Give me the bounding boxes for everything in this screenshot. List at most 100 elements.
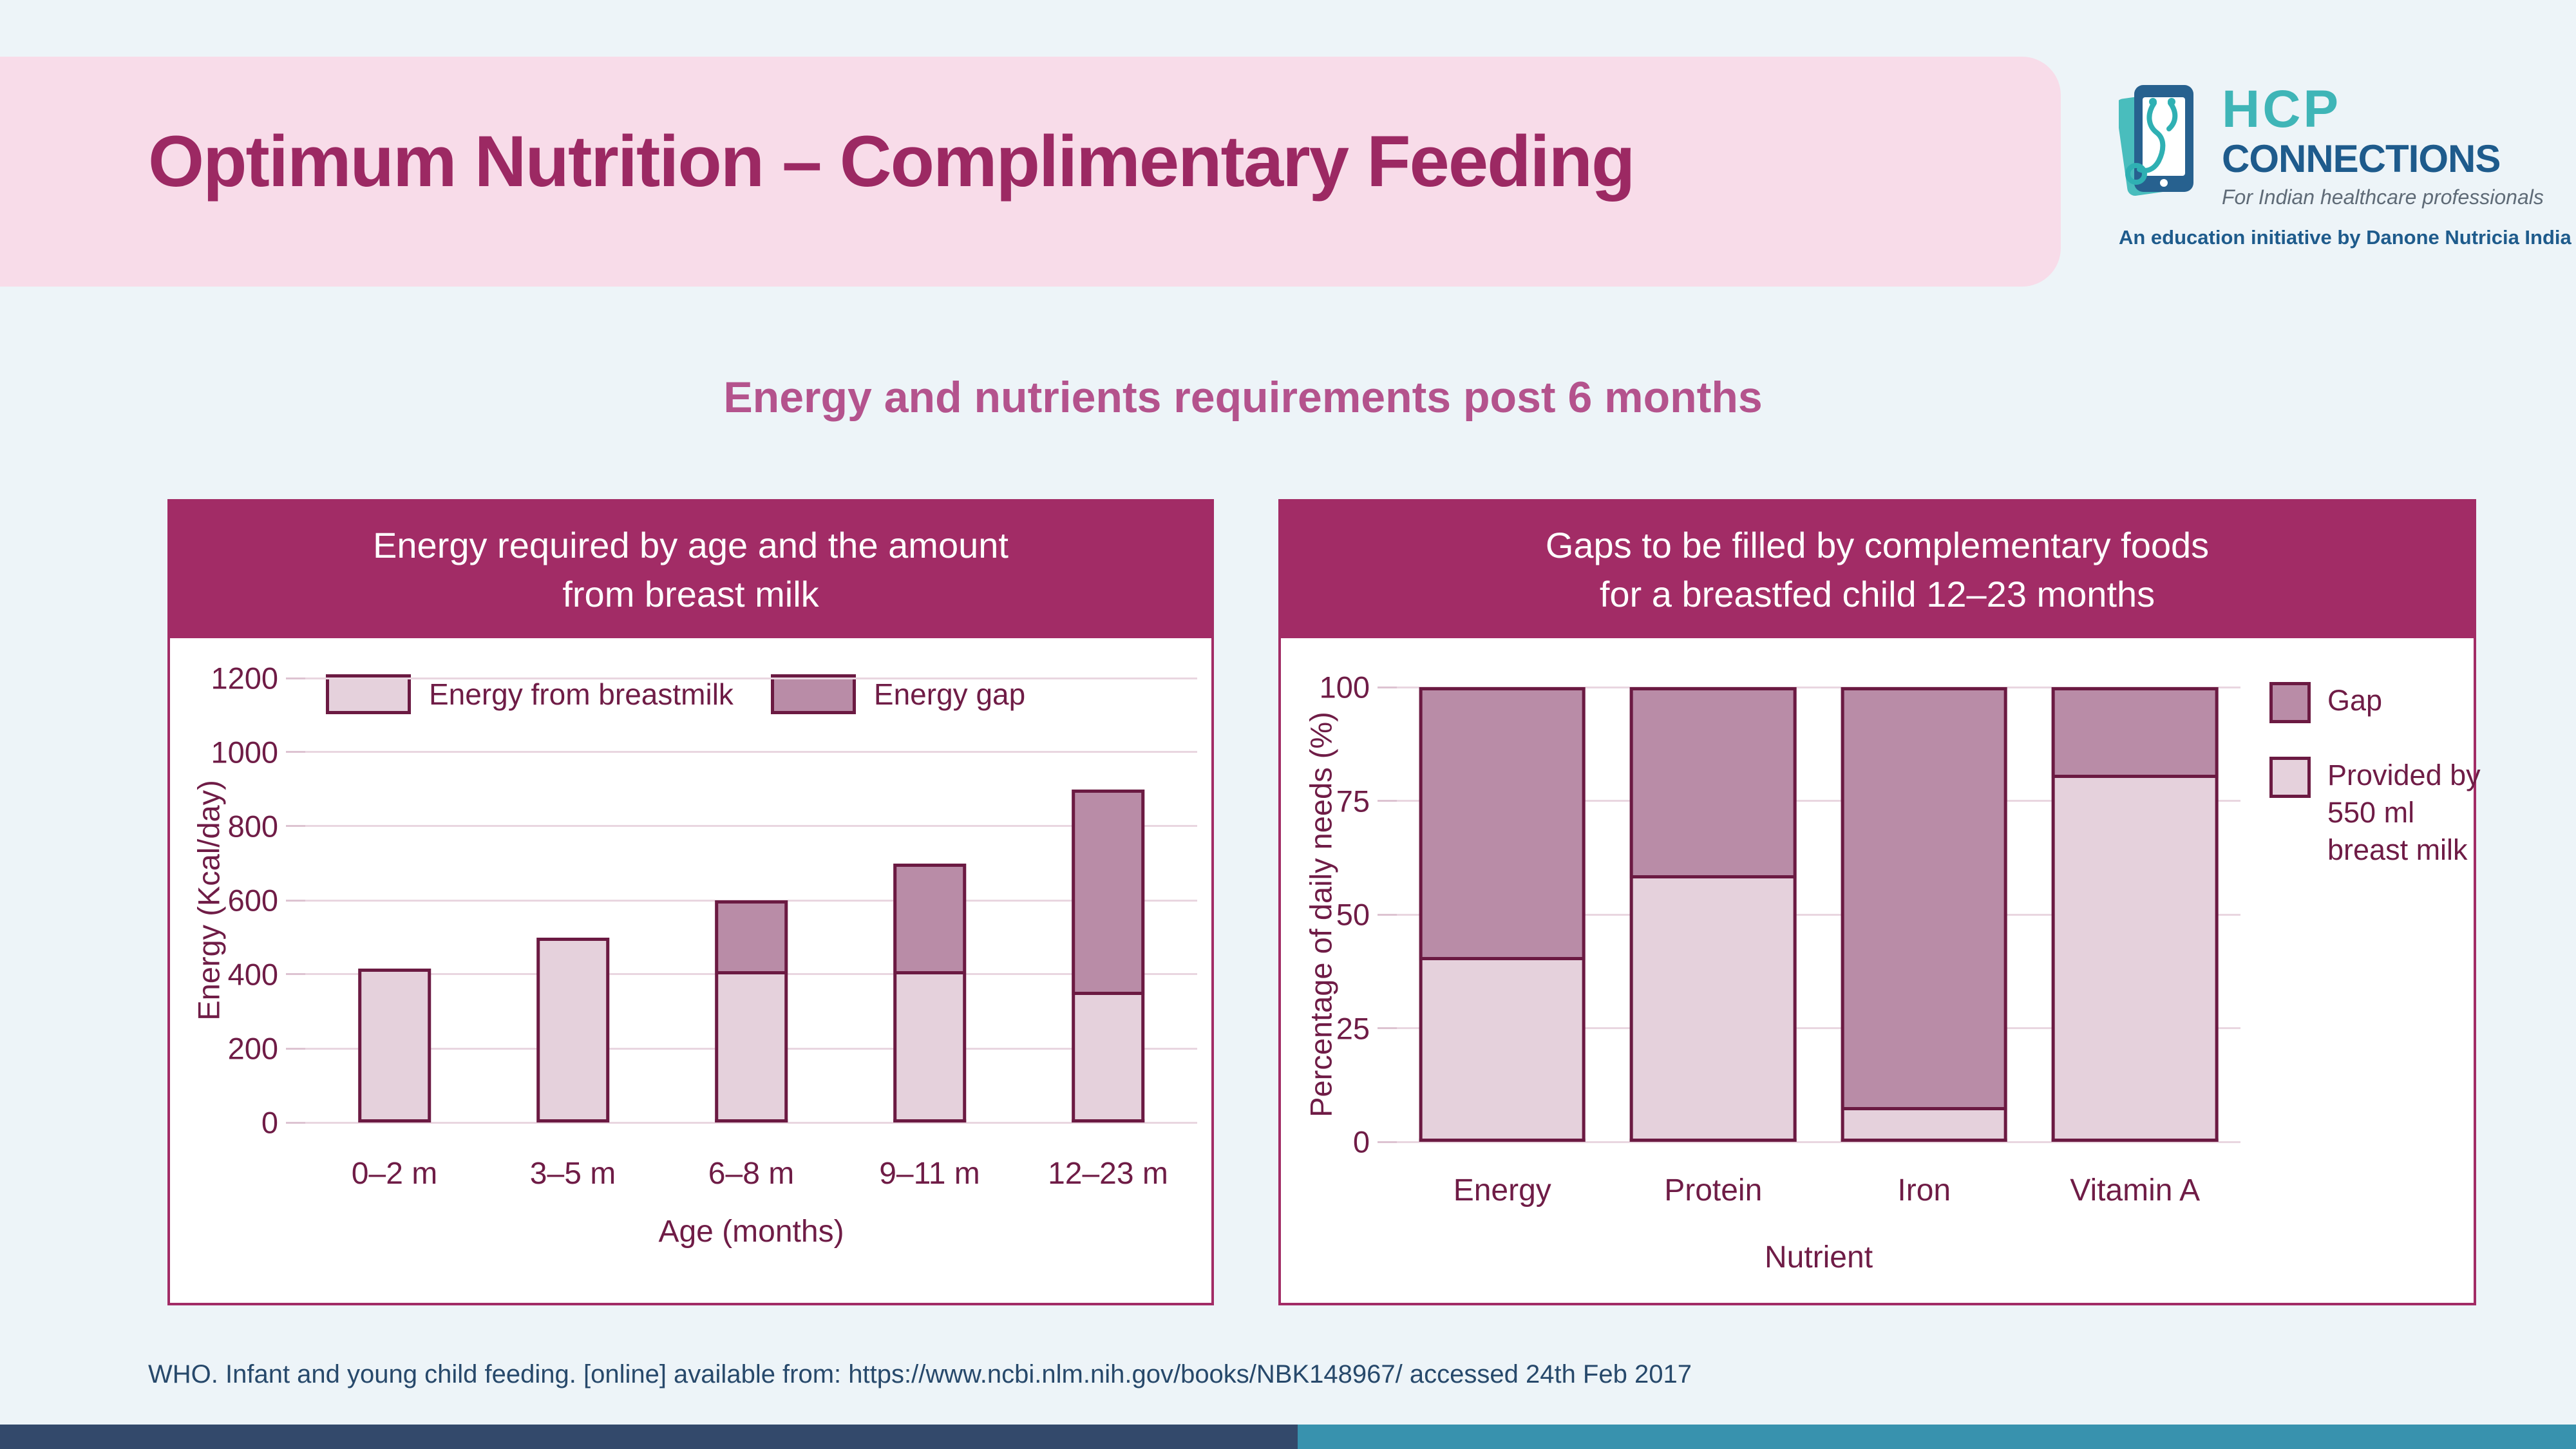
category-slot — [840, 678, 1019, 1122]
legend-swatch-gap — [2269, 682, 2311, 723]
bar-vitamin-a — [2051, 687, 2219, 1142]
y-tick-label: 1000 — [211, 735, 278, 770]
category-slot — [484, 678, 662, 1122]
y-axis-tick — [1378, 800, 1397, 802]
x-tick-label: 3–5 m — [529, 1157, 616, 1191]
x-tick-labels: 0–2 m 3–5 m 6–8 m 9–11 m 12–23 m — [305, 1156, 1197, 1191]
bar-segment-gap — [1629, 687, 1797, 878]
y-axis-tick — [286, 677, 305, 679]
gridline — [305, 825, 1197, 828]
header-band — [0, 57, 2061, 287]
bar-segment-energy-gap — [714, 900, 788, 974]
gridline — [305, 677, 1197, 679]
y-tick-label: 25 — [1336, 1011, 1370, 1045]
y-tick-label: 400 — [227, 957, 278, 992]
chart-title-line: for a breastfed child 12–23 months — [1599, 574, 2155, 614]
gridline — [305, 751, 1197, 753]
x-tick-label: Energy — [1453, 1173, 1551, 1208]
bar-3–5-m — [536, 678, 610, 1122]
y-tick-label: 75 — [1336, 784, 1370, 818]
chart-panel-energy-by-age: Energy required by age and the amount fr… — [167, 499, 1214, 1305]
y-tick-label: 1200 — [211, 661, 278, 696]
x-axis-title: Nutrient — [1764, 1240, 1873, 1274]
tablet-stethoscope-icon — [2119, 85, 2193, 196]
bar-energy — [1419, 687, 1586, 1142]
gridline — [1397, 913, 2240, 916]
x-tick-label: Iron — [1897, 1173, 1951, 1208]
category-slot — [1019, 678, 1197, 1122]
bar-protein — [1629, 687, 1797, 1142]
category-slot — [305, 678, 484, 1122]
x-tick-label: 0–2 m — [351, 1157, 438, 1191]
bar-segment-provided-by-550-ml-breast-milk — [1629, 878, 1797, 1142]
bar-segment-provided-by-550-ml-breast-milk — [2051, 778, 2219, 1142]
chart-title-line: Energy required by age and the amount — [373, 525, 1009, 565]
chart-title-nutrient-gaps: Gaps to be filled by complementary foods… — [1281, 502, 2474, 638]
logo-brand-hcp: HCP — [2222, 80, 2342, 138]
chart-title-line: from breast milk — [562, 574, 819, 614]
legend-swatch-energy-gap — [770, 674, 856, 714]
bar-segment-provided-by-550-ml-breast-milk — [1419, 960, 1586, 1142]
legend-item-provided: Provided by 550 ml breast milk — [2269, 757, 2492, 869]
bar-segment-energy-from-breastmilk — [536, 937, 610, 1122]
bar-segment-energy-gap — [1071, 789, 1145, 995]
category-slot — [1397, 687, 1608, 1142]
y-axis-tick — [286, 973, 305, 976]
logo-tagline: For Indian healthcare professionals — [2222, 185, 2544, 209]
footer-bar-teal — [1298, 1425, 2576, 1449]
x-tick-label: 6–8 m — [708, 1157, 795, 1191]
x-axis-title: Age (months) — [658, 1215, 844, 1249]
y-axis-tick — [286, 825, 305, 828]
y-axis-title: Percentage of daily needs (%) — [1303, 712, 1338, 1117]
category-slot — [2030, 687, 2241, 1142]
x-tick-label: 12–23 m — [1048, 1157, 1168, 1191]
x-tick-label: 9–11 m — [879, 1157, 980, 1191]
category-slot — [1819, 687, 2030, 1142]
y-tick-label: 200 — [227, 1031, 278, 1066]
gridline — [1397, 800, 2240, 802]
plot-region: Energy (Kcal/day) Energy from breastmilk… — [170, 638, 1211, 1303]
legend: Gap Provided by 550 ml breast milk — [2269, 682, 2492, 869]
plot-area: Energy (Kcal/day) Energy from breastmilk… — [192, 661, 1197, 1249]
legend: Energy from breastmilk Energy gap — [326, 674, 1025, 714]
bar-segment-energy-from-breastmilk — [357, 969, 431, 1122]
bar-iron — [1841, 687, 2008, 1142]
plot-area: Percentage of daily needs (%) Gap Provid… — [1304, 670, 2481, 1275]
bar-9–11-m — [893, 678, 967, 1122]
y-tick-label: 50 — [1336, 897, 1370, 932]
y-axis-tick — [286, 1121, 305, 1124]
hcp-connections-logo: HCP CONNECTIONS For Indian healthcare pr… — [2119, 76, 2571, 249]
source-citation: WHO. Infant and young child feeding. [on… — [148, 1360, 1692, 1388]
y-tick-label: 0 — [1352, 1124, 1370, 1159]
y-axis-tick — [1378, 913, 1397, 916]
legend-item-gap: Gap — [2269, 682, 2492, 723]
category-slot — [1608, 687, 1819, 1142]
logo-brand-connections: CONNECTIONS — [2222, 137, 2501, 180]
gridline — [305, 1121, 1197, 1124]
legend-label: Gap — [2327, 684, 2383, 717]
legend-swatch-provided — [2269, 757, 2311, 798]
bar-12–23-m — [1071, 678, 1145, 1122]
y-axis-tick — [1378, 1141, 1397, 1143]
plot-region: Percentage of daily needs (%) Gap Provid… — [1281, 638, 2481, 1303]
legend-label: Provided by 550 ml breast milk — [2327, 759, 2481, 866]
y-axis-tick — [1378, 686, 1397, 688]
legend-label: Energy gap — [873, 677, 1026, 711]
footer-bar-navy — [0, 1425, 1298, 1449]
chart-panel-nutrient-gaps: Gaps to be filled by complementary foods… — [1278, 499, 2481, 1305]
y-tick-label: 600 — [227, 883, 278, 918]
bar-segment-energy-from-breastmilk — [714, 974, 788, 1122]
y-axis-tick — [1378, 1027, 1397, 1029]
chart-title-energy-by-age: Energy required by age and the amount fr… — [170, 502, 1211, 638]
chart-title-line: Gaps to be filled by complementary foods — [1545, 525, 2210, 565]
slide-subtitle: Energy and nutrients requirements post 6… — [723, 373, 1763, 422]
logo-row: HCP CONNECTIONS For Indian healthcare pr… — [2119, 76, 2570, 214]
bar-segment-energy-from-breastmilk — [1071, 994, 1145, 1122]
bar-segment-gap — [1841, 687, 2008, 1110]
legend-item-energy-gap: Energy gap — [770, 674, 1026, 714]
page-title: Optimum Nutrition – Complimentary Feedin… — [148, 121, 1635, 202]
gridline — [1397, 686, 2240, 688]
y-tick-label: 0 — [261, 1105, 278, 1140]
bar-segment-gap — [2051, 687, 2219, 779]
gridline — [1397, 1027, 2240, 1029]
